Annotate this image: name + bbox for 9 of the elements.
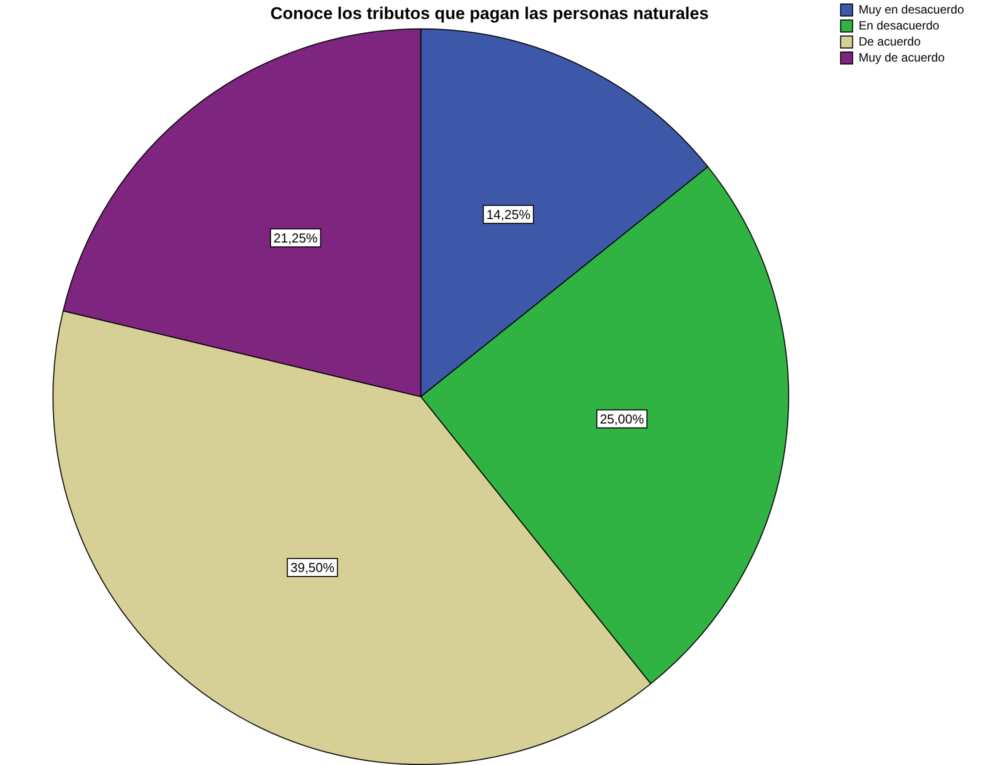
legend-label: Muy en desacuerdo xyxy=(858,2,964,16)
legend-label: Muy de acuerdo xyxy=(858,50,945,64)
data-label: 39,50% xyxy=(290,560,335,576)
data-label: 25,00% xyxy=(600,411,644,426)
legend-label: En desacuerdo xyxy=(858,18,940,32)
chart-title: Conoce los tributos que pagan las personas naturales xyxy=(270,4,709,23)
data-label: 21,25% xyxy=(274,230,318,246)
legend-label: De acuerdo xyxy=(858,34,921,48)
data-label: 14,25% xyxy=(486,206,531,222)
